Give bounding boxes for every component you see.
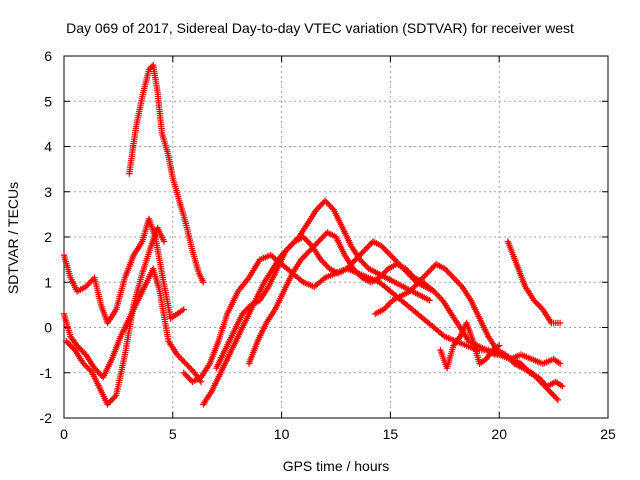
series-track-1 <box>126 61 207 286</box>
plot-frame <box>63 55 609 419</box>
x-tick-label: 0 <box>60 426 68 442</box>
y-tick-label: 2 <box>44 229 52 245</box>
y-tick-label: -2 <box>40 410 53 426</box>
x-axis-label: GPS time / hours <box>283 458 390 474</box>
x-tick-label: 15 <box>383 426 399 442</box>
series-track-4 <box>63 224 168 408</box>
series-track-2 <box>60 215 187 327</box>
y-tick-label: 6 <box>44 48 52 64</box>
series-track-10 <box>437 319 503 372</box>
y-tick-label: 3 <box>44 184 52 200</box>
y-axis-label: SDTVAR / TECUs <box>5 182 21 294</box>
x-tick-label: 10 <box>274 426 290 442</box>
y-tick-label: 1 <box>44 274 52 290</box>
y-tick-label: 0 <box>44 320 52 336</box>
x-tick-label: 20 <box>491 426 507 442</box>
x-tick-label: 5 <box>169 426 177 442</box>
data-series <box>60 61 566 408</box>
grid-lines <box>64 56 608 418</box>
y-tick-label: 5 <box>44 93 52 109</box>
tick-labels: 0 5 10 15 20 25 -2 -1 0 1 2 3 4 5 6 <box>40 48 616 442</box>
y-tick-label: -1 <box>40 365 53 381</box>
series-track-9 <box>372 260 562 404</box>
x-tick-label: 25 <box>600 426 616 442</box>
chart-title: Day 069 of 2017, Sidereal Day-to-day VTE… <box>66 20 574 36</box>
y-tick-label: 4 <box>44 139 52 155</box>
series-track-11 <box>504 238 564 327</box>
